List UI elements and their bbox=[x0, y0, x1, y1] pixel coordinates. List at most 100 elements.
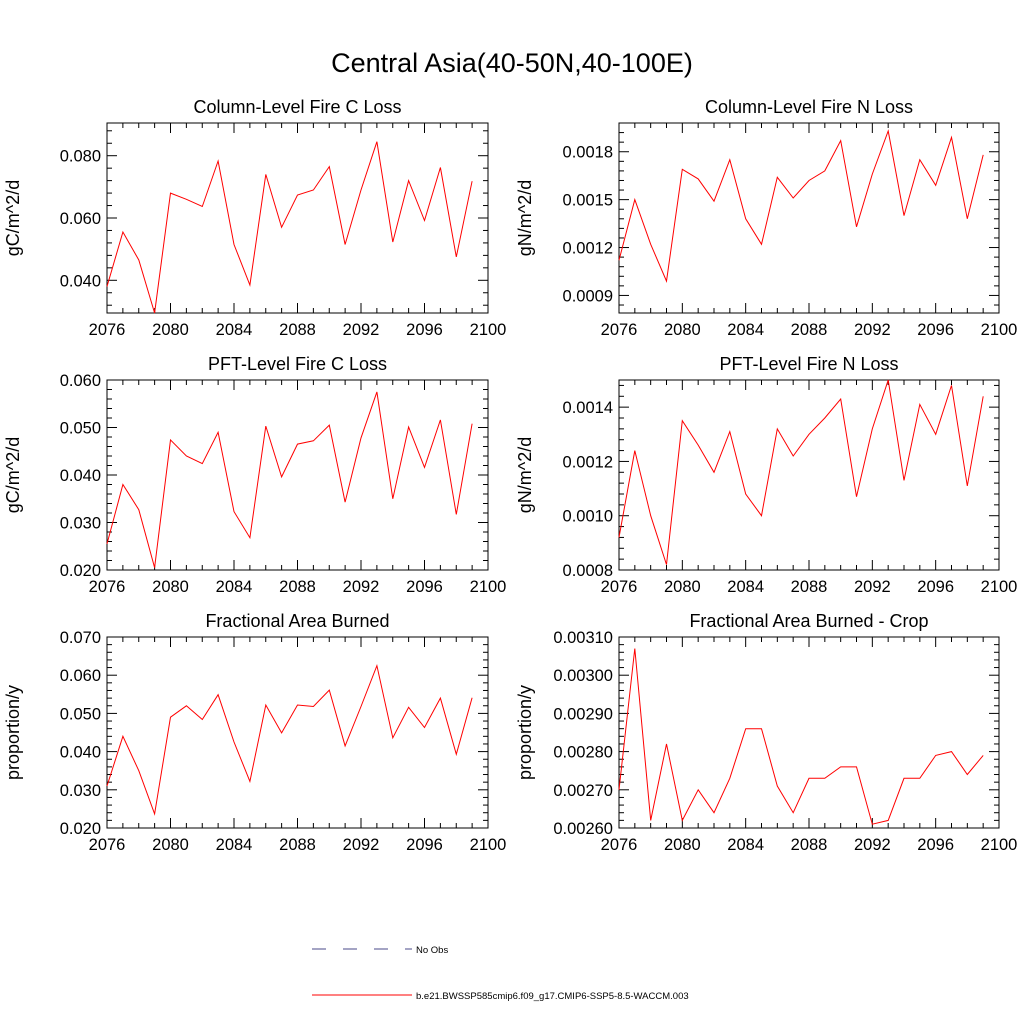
x-tick-label: 2096 bbox=[917, 578, 954, 596]
x-tick-label: 2092 bbox=[343, 578, 380, 596]
y-tick-label: 0.030 bbox=[60, 515, 101, 533]
panel-5: Fractional Area Burned 2076 2080 2084 2088 20… bbox=[3, 611, 506, 854]
x-tick-label: 2084 bbox=[216, 321, 253, 339]
series-line bbox=[618, 648, 984, 825]
x-tick-label: 2084 bbox=[727, 836, 764, 854]
panel-title: Fractional Area Burned - Crop bbox=[689, 611, 928, 631]
x-tick-label: 2084 bbox=[727, 321, 764, 339]
x-tick-label: 2080 bbox=[664, 836, 701, 854]
x-tick-label: 2076 bbox=[601, 578, 638, 596]
series-line bbox=[618, 379, 984, 565]
y-tick-label: 0.00310 bbox=[553, 629, 613, 647]
x-tick-label: 2076 bbox=[601, 321, 638, 339]
x-tick-label: 2088 bbox=[279, 578, 316, 596]
y-tick-label: 0.040 bbox=[60, 272, 101, 290]
y-tick-label: 0.060 bbox=[60, 372, 101, 390]
x-tick-label: 2080 bbox=[152, 321, 189, 339]
panel-title: PFT-Level Fire C Loss bbox=[208, 354, 387, 374]
y-tick-label: 0.0015 bbox=[563, 192, 613, 210]
x-tick-label: 2088 bbox=[791, 321, 828, 339]
y-tick-label: 0.040 bbox=[60, 744, 101, 762]
y-tick-label: 0.0012 bbox=[563, 240, 613, 258]
legend-label-model: b.e21.BWSSP585cmip6.f09_g17.CMIP6-SSP5-8… bbox=[416, 991, 689, 1002]
x-tick-label: 2088 bbox=[279, 836, 316, 854]
x-tick-label: 2100 bbox=[470, 836, 507, 854]
series-line bbox=[106, 663, 473, 816]
plot-frame bbox=[106, 636, 489, 829]
y-tick-label: 0.050 bbox=[60, 420, 101, 438]
plot-frame bbox=[106, 379, 489, 571]
y-tick-label: 0.030 bbox=[60, 782, 101, 800]
y-axis-label: gC/m^2/d bbox=[3, 437, 23, 513]
x-tick-label: 2076 bbox=[89, 578, 126, 596]
y-tick-label: 0.00280 bbox=[553, 744, 613, 762]
y-axis-label: gN/m^2/d bbox=[515, 437, 535, 513]
x-tick-label: 2100 bbox=[981, 321, 1018, 339]
x-tick-label: 2084 bbox=[727, 578, 764, 596]
x-tick-label: 2100 bbox=[981, 836, 1018, 854]
x-tick-label: 2092 bbox=[854, 836, 891, 854]
y-tick-label: 0.00300 bbox=[553, 667, 613, 685]
panel-title: Column-Level Fire C Loss bbox=[193, 97, 401, 117]
y-axis-label: proportion/y bbox=[515, 685, 535, 780]
x-tick-label: 2080 bbox=[152, 578, 189, 596]
x-tick-label: 2088 bbox=[279, 321, 316, 339]
plot-frame bbox=[618, 636, 1000, 829]
y-tick-label: 0.070 bbox=[60, 629, 101, 647]
y-tick-label: 0.0018 bbox=[563, 144, 613, 162]
y-axis-label: proportion/y bbox=[3, 685, 23, 780]
x-tick-label: 2096 bbox=[406, 836, 443, 854]
panel-2: Column-Level Fire N Loss 2076 2080 2084 2088… bbox=[515, 97, 1017, 339]
y-tick-label: 0.060 bbox=[60, 667, 101, 685]
y-tick-label: 0.050 bbox=[60, 705, 101, 723]
x-tick-label: 2076 bbox=[89, 836, 126, 854]
legend: No Obs b.e21.BWSSP585cmip6.f09_g17.CMIP6-… bbox=[312, 945, 689, 1002]
y-tick-label: 0.0010 bbox=[563, 508, 613, 526]
y-axis-label: gN/m^2/d bbox=[515, 180, 535, 256]
x-tick-label: 2096 bbox=[917, 321, 954, 339]
panel-3: PFT-Level Fire C Loss 2076 2080 2084 2088 209… bbox=[3, 354, 506, 596]
x-tick-label: 2096 bbox=[406, 321, 443, 339]
series-line bbox=[618, 129, 984, 283]
panel-6: Fractional Area Burned - Crop 2076 2080 208… bbox=[515, 611, 1017, 854]
x-tick-label: 2084 bbox=[216, 836, 253, 854]
panel-1: Column-Level Fire C Loss 2076 2080 2084 2088… bbox=[3, 97, 506, 339]
x-tick-label: 2092 bbox=[854, 578, 891, 596]
x-tick-label: 2100 bbox=[470, 578, 507, 596]
x-tick-label: 2092 bbox=[854, 321, 891, 339]
x-tick-label: 2080 bbox=[664, 578, 701, 596]
x-tick-label: 2096 bbox=[917, 836, 954, 854]
legend-label-obs: No Obs bbox=[416, 945, 448, 956]
series-line bbox=[106, 391, 473, 568]
y-tick-label: 0.080 bbox=[60, 148, 101, 166]
y-tick-label: 0.00270 bbox=[553, 782, 613, 800]
y-tick-label: 0.00260 bbox=[553, 820, 613, 838]
y-axis-label: gC/m^2/d bbox=[3, 180, 23, 256]
x-tick-label: 2092 bbox=[343, 836, 380, 854]
y-tick-label: 0.0012 bbox=[563, 453, 613, 471]
y-tick-label: 0.020 bbox=[60, 562, 101, 580]
panel-title: PFT-Level Fire N Loss bbox=[719, 354, 898, 374]
series-line bbox=[106, 141, 473, 314]
figure-title: Central Asia(40-50N,40-100E) bbox=[331, 48, 693, 78]
x-tick-label: 2076 bbox=[601, 836, 638, 854]
x-tick-label: 2100 bbox=[470, 321, 507, 339]
x-tick-label: 2092 bbox=[343, 321, 380, 339]
x-tick-label: 2076 bbox=[89, 321, 126, 339]
x-tick-label: 2084 bbox=[216, 578, 253, 596]
panel-title: Fractional Area Burned bbox=[205, 611, 389, 631]
y-tick-label: 0.020 bbox=[60, 820, 101, 838]
y-tick-label: 0.0014 bbox=[563, 399, 613, 417]
y-tick-label: 0.0008 bbox=[563, 562, 613, 580]
panel-title: Column-Level Fire N Loss bbox=[705, 97, 913, 117]
y-tick-label: 0.0009 bbox=[563, 287, 613, 305]
panel-4: PFT-Level Fire N Loss 2076 2080 2084 2088 209… bbox=[515, 354, 1017, 596]
y-tick-label: 0.00290 bbox=[553, 705, 613, 723]
plot-frame bbox=[106, 122, 489, 314]
plot-frame bbox=[618, 122, 1000, 314]
x-tick-label: 2088 bbox=[791, 836, 828, 854]
x-tick-label: 2100 bbox=[981, 578, 1018, 596]
x-tick-label: 2080 bbox=[664, 321, 701, 339]
x-tick-label: 2080 bbox=[152, 836, 189, 854]
